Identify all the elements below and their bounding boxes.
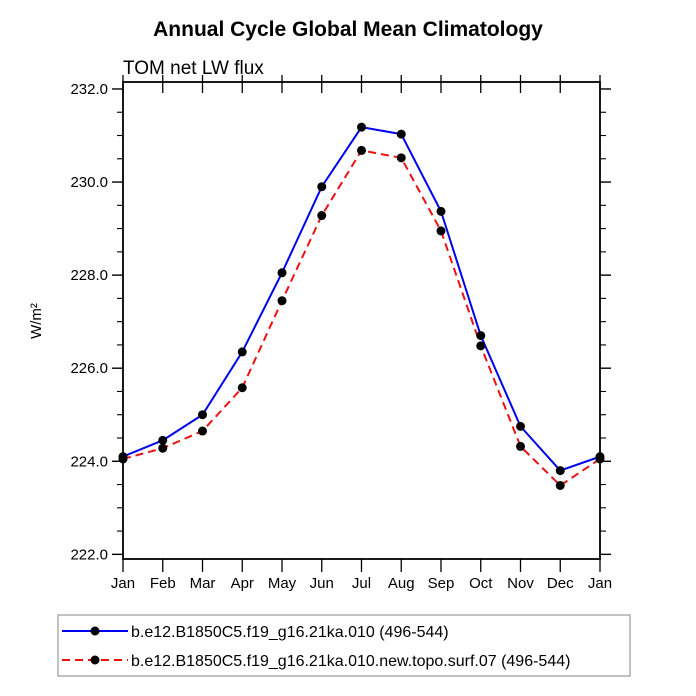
svg-text:Jan: Jan (111, 575, 135, 592)
svg-text:Jun: Jun (310, 575, 334, 592)
svg-text:Oct: Oct (469, 575, 493, 592)
svg-text:Jul: Jul (352, 575, 371, 592)
svg-text:Aug: Aug (388, 575, 415, 592)
legend-label-run2: b.e12.B1850C5.f19_g16.21ka.010.new.topo.… (131, 653, 570, 670)
svg-text:Sep: Sep (428, 575, 455, 592)
legend-line-samples (57, 614, 631, 677)
chart-title: Annual Cycle Global Mean Climatology (153, 18, 543, 41)
svg-text:226.0: 226.0 (70, 360, 108, 377)
chart-subtitle: TOM net LW flux (123, 58, 264, 79)
legend-label-run1: b.e12.B1850C5.f19_g16.21ka.010 (496-544) (131, 624, 449, 641)
svg-text:224.0: 224.0 (70, 453, 108, 470)
plot-area: Jan Feb Mar Apr May Jun Jul Aug Sep Oct Nov Dec Jan2… (70, 75, 612, 592)
svg-text:Dec: Dec (547, 575, 574, 592)
svg-text:Feb: Feb (150, 575, 176, 592)
svg-text:230.0: 230.0 (70, 174, 108, 191)
svg-text:May: May (268, 575, 297, 592)
svg-text:Jan: Jan (588, 575, 612, 592)
svg-text:222.0: 222.0 (70, 546, 108, 563)
svg-text:232.0: 232.0 (70, 81, 108, 98)
svg-text:Nov: Nov (507, 575, 534, 592)
svg-text:228.0: 228.0 (70, 267, 108, 284)
y-axis-label: W/m² (28, 303, 45, 339)
svg-text:Apr: Apr (231, 575, 254, 592)
legend: b.e12.B1850C5.f19_g16.21ka.010 (496-544)… (57, 614, 631, 677)
svg-text:Mar: Mar (190, 575, 216, 592)
